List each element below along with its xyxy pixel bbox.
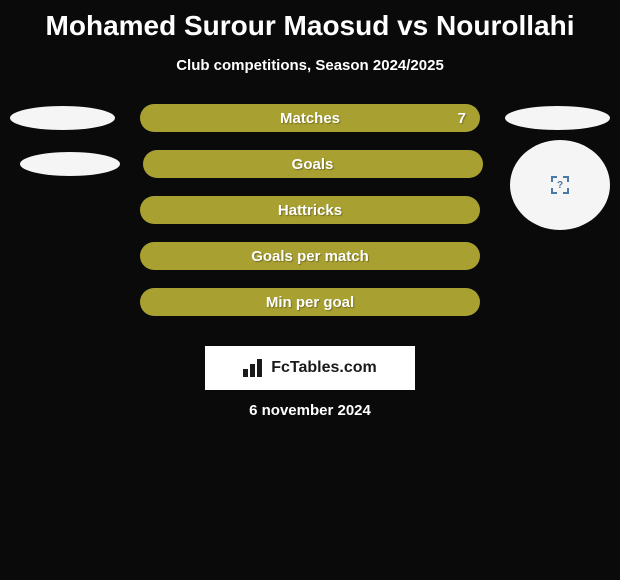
stat-label: Goals per match <box>251 248 369 265</box>
page-subtitle: Club competitions, Season 2024/2025 <box>176 57 444 74</box>
stat-label: Hattricks <box>278 202 342 219</box>
stat-bar: Goals per match <box>140 242 480 270</box>
left-ellipse-1 <box>10 106 115 130</box>
left-ellipse-2 <box>20 152 120 176</box>
stat-row-matches: Matches 7 <box>0 104 620 132</box>
stat-bar: Min per goal <box>140 288 480 316</box>
stat-row-min-per-goal: Min per goal <box>0 288 620 316</box>
stat-bar: Goals <box>143 150 483 178</box>
stat-label: Matches <box>280 110 340 127</box>
stat-label: Goals <box>292 156 334 173</box>
main-container: Mohamed Surour Maosud vs Nourollahi Club… <box>0 0 620 429</box>
stat-row-goals: Goals ? <box>0 150 620 178</box>
page-title: Mohamed Surour Maosud vs Nourollahi <box>26 10 595 42</box>
stat-bar: Hattricks <box>140 196 480 224</box>
stat-value: 7 <box>458 110 466 127</box>
chart-bars-icon <box>243 359 267 377</box>
question-icon: ? <box>551 176 569 194</box>
right-ellipse-1 <box>505 106 610 130</box>
logo-label: FcTables.com <box>271 359 377 377</box>
date-label: 6 november 2024 <box>249 402 371 419</box>
stat-row-goals-per-match: Goals per match <box>0 242 620 270</box>
logo: FcTables.com <box>243 359 377 377</box>
logo-box: FcTables.com <box>205 346 415 390</box>
stat-label: Min per goal <box>266 294 354 311</box>
stat-bar: Matches 7 <box>140 104 480 132</box>
stat-row-hattricks: Hattricks <box>0 196 620 224</box>
